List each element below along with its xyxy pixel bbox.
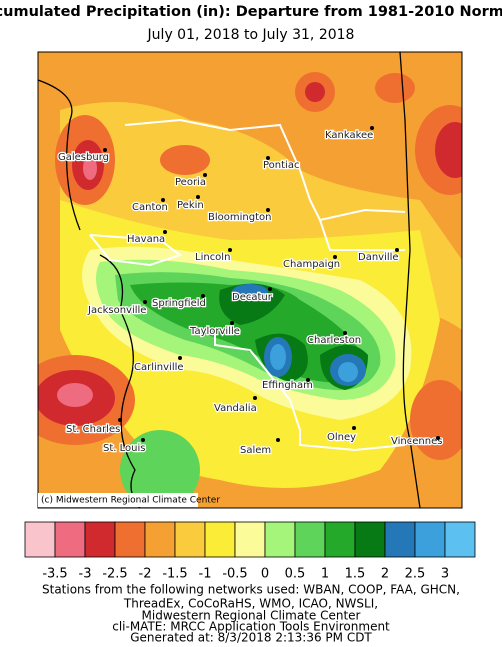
city-label: Peoria: [175, 177, 206, 188]
legend: -3.5 -3 -2.5 -2 -1.5 -1 -0.5 0 0.5 1 1.5 2 2.5 3: [24, 521, 476, 582]
city-label: St. Charles: [66, 424, 120, 435]
legend-tick-label: -1.5: [162, 567, 187, 582]
city-label: Pontiac: [263, 160, 299, 171]
city-label: Pekin: [177, 200, 204, 211]
map: (c) Midwestern Regional Climate Center: [37, 51, 463, 509]
city-label: Carlinville: [134, 362, 184, 373]
city-label: Canton: [132, 202, 168, 213]
legend-tick-label: -2: [139, 567, 152, 582]
legend-swatch: [384, 521, 416, 558]
legend-swatch: [24, 521, 56, 558]
legend-tick-label: -1: [199, 567, 212, 582]
legend-swatch: [354, 521, 386, 558]
legend-swatch: [204, 521, 236, 558]
city-label: Charleston: [307, 335, 361, 346]
city-label: Havana: [127, 234, 165, 245]
city-label: Vincennes: [391, 436, 442, 447]
city-label: Decatur: [232, 292, 273, 303]
legend-tick-label: 2.5: [405, 567, 426, 582]
cities: Kankakee Galesburg Pontiac Peoria Canton…: [57, 126, 444, 457]
city-label: Champaign: [283, 259, 340, 270]
legend-swatch: [144, 521, 176, 558]
city-label: Olney: [327, 432, 356, 443]
subtitle: July 01, 2018 to July 31, 2018: [147, 27, 355, 43]
footer-line: Stations from the following networks use…: [42, 583, 460, 597]
legend-swatch: [84, 521, 116, 558]
footer-line: Midwestern Regional Climate Center: [142, 609, 361, 623]
legend-tick-label: 1.5: [345, 567, 366, 582]
legend-tick-label: 0: [261, 567, 269, 582]
footer-line: cli-MATE: MRCC Application Tools Environ…: [112, 620, 390, 634]
city-label: Danville: [358, 252, 399, 263]
legend-tick-label: 3: [441, 567, 449, 582]
city-label: Effingham: [262, 380, 313, 391]
legend-swatch: [264, 521, 296, 558]
city-label: Kankakee: [325, 130, 373, 141]
title: Accumulated Precipitation (in): Departur…: [0, 4, 502, 20]
legend-tick-label: -0.5: [222, 567, 247, 582]
legend-tick-label: 1: [321, 567, 329, 582]
city-label: Taylorville: [189, 326, 240, 337]
city-label: St. Louis: [103, 443, 145, 454]
legend-tick-label: -2.5: [102, 567, 127, 582]
legend-swatch: [294, 521, 326, 558]
footer-line: Generated at: 8/3/2018 2:13:36 PM CDT: [130, 631, 372, 644]
city-label: Vandalia: [214, 403, 257, 414]
legend-swatch: [324, 521, 356, 558]
legend-swatch: [444, 521, 476, 558]
legend-swatch: [414, 521, 446, 558]
legend-swatch: [54, 521, 86, 558]
legend-tick-label: 2: [381, 567, 389, 582]
city-label: Springfield: [152, 298, 206, 309]
city-label: Jacksonville: [87, 305, 146, 316]
legend-swatch: [174, 521, 206, 558]
legend-swatch: [234, 521, 266, 558]
city-label: Salem: [240, 445, 271, 456]
legend-tick-label: 0.5: [285, 567, 306, 582]
legend-swatch: [114, 521, 146, 558]
city-label: Lincoln: [195, 252, 230, 263]
legend-tick-label: -3: [79, 567, 92, 582]
footer-line: ThreadEx, CoCoRaHS, WMO, ICAO, NWSLI,: [123, 597, 378, 611]
city-label: Bloomington: [208, 212, 271, 223]
credit: (c) Midwestern Regional Climate Center: [41, 496, 220, 506]
city-label: Galesburg: [58, 152, 109, 163]
legend-tick-label: -3.5: [42, 567, 67, 582]
